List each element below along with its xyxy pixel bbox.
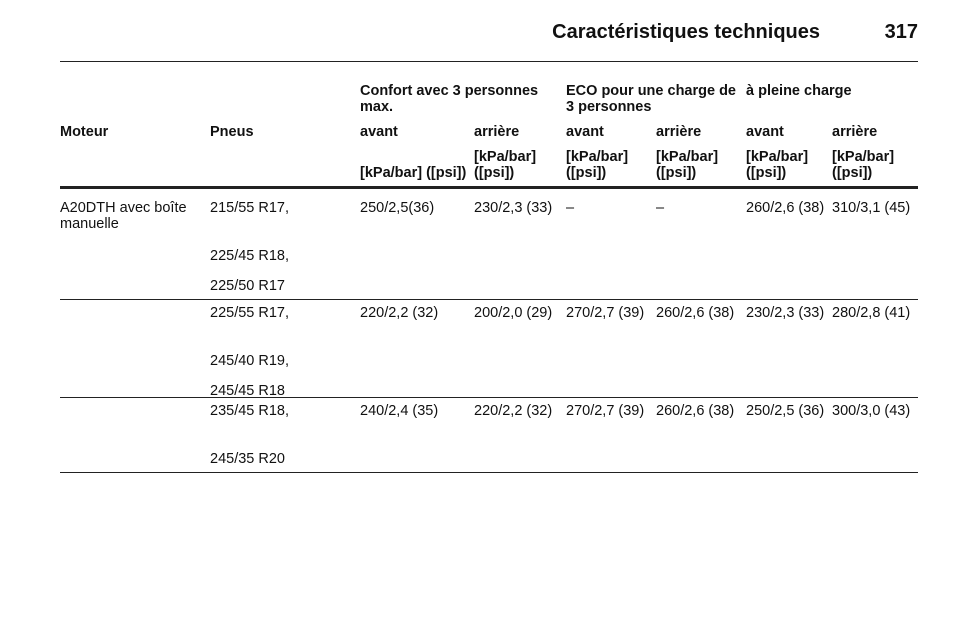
pressure: – <box>566 200 575 216</box>
header-rule <box>60 61 918 62</box>
column-header: arrière <box>656 124 702 140</box>
pressure: 230/2,3 (33) <box>746 305 825 321</box>
page-number: 317 <box>884 21 918 43</box>
pressure: 220/2,2 (32) <box>474 403 553 419</box>
engine: A20DTH avec boîte manuelle <box>60 200 187 232</box>
unit-header: [kPa/bar] ([psi]) <box>656 149 719 181</box>
pressure: 220/2,2 (32) <box>360 305 439 321</box>
pressure: 300/3,0 (43) <box>832 403 911 419</box>
pressure: 260/2,6 (38) <box>656 403 735 419</box>
pressure: 270/2,7 (39) <box>566 403 645 419</box>
pressure: 230/2,3 (33) <box>474 200 553 216</box>
tyre-size: 225/55 R17, <box>210 305 290 321</box>
unit-header: [kPa/bar] ([psi]) <box>360 165 467 181</box>
column-header: avant <box>566 124 604 140</box>
column-header: avant <box>746 124 784 140</box>
group-header: à pleine charge <box>746 83 852 99</box>
tyre-size: 235/45 R18, <box>210 403 290 419</box>
column-header: arrière <box>832 124 878 140</box>
column-header: avant <box>360 124 398 140</box>
pressure: – <box>656 200 665 216</box>
pressure: 310/3,1 (45) <box>832 200 911 216</box>
column-header: arrière <box>474 124 520 140</box>
unit-header: [kPa/bar] ([psi]) <box>566 149 629 181</box>
row-rule <box>60 299 918 300</box>
pressure: 270/2,7 (39) <box>566 305 645 321</box>
tyre-size: 225/50 R17 <box>210 278 285 294</box>
pressure: 260/2,6 (38) <box>656 305 735 321</box>
unit-header: [kPa/bar] ([psi]) <box>832 149 895 181</box>
pressure: 240/2,4 (35) <box>360 403 439 419</box>
tyre-size: 225/45 R18, <box>210 248 290 264</box>
tyre-size: 245/35 R20 <box>210 451 285 467</box>
pressure: 250/2,5(36) <box>360 200 435 216</box>
group-header: ECO pour une charge de 3 personnes <box>566 83 736 115</box>
pressure: 200/2,0 (29) <box>474 305 553 321</box>
pressure: 250/2,5 (36) <box>746 403 825 419</box>
tyre-size: 245/40 R19, <box>210 353 290 369</box>
column-header: Moteur <box>60 124 109 140</box>
unit-header: [kPa/bar] ([psi]) <box>474 149 537 181</box>
table-head-rule <box>60 186 918 189</box>
unit-header: [kPa/bar] ([psi]) <box>746 149 809 181</box>
pressure: 260/2,6 (38) <box>746 200 825 216</box>
tyre-size: 215/55 R17, <box>210 200 290 216</box>
page-title: Caractéristiques techniques <box>552 21 820 43</box>
row-rule <box>60 397 918 398</box>
tyre-size: 245/45 R18 <box>210 383 285 399</box>
row-rule <box>60 472 918 473</box>
column-header: Pneus <box>210 124 254 140</box>
pressure: 280/2,8 (41) <box>832 305 911 321</box>
group-header: Confort avec 3 personnes max. <box>360 83 539 115</box>
